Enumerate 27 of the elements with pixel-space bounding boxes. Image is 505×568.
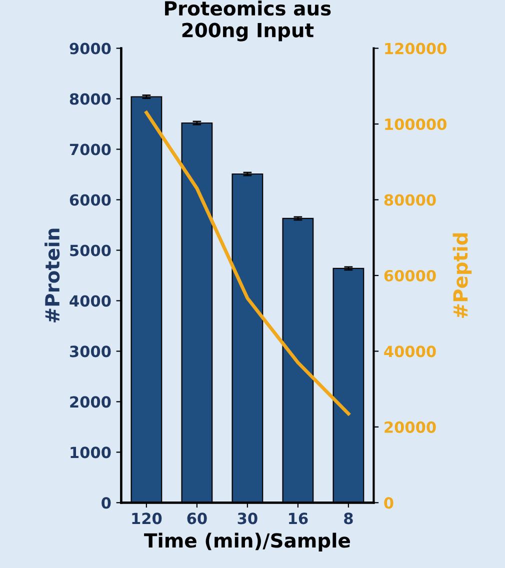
y2-tick-label: 120000 (385, 42, 446, 54)
y2-tick-label: 20000 (384, 421, 436, 433)
y2-tick-label: 80000 (384, 194, 436, 206)
y-tick-label: 0 (102, 497, 111, 509)
x-axis-title: Time (min)/Sample (144, 532, 350, 552)
y-tick-label: 3000 (70, 346, 111, 358)
x-tick-label: 60 (187, 512, 207, 524)
line-series (144, 110, 350, 416)
y2-tick-label: 100000 (385, 118, 446, 130)
y-tick-label: 7000 (70, 144, 111, 156)
y2-tick-label: 40000 (384, 346, 436, 358)
y-tick-label: 2000 (70, 396, 111, 408)
chart-title: Proteomics aus 200ng Input (165, 0, 331, 42)
x-tick-label: 120 (132, 512, 162, 524)
x-tick-label: 30 (238, 512, 258, 524)
y2-axis-title: #Peptid (452, 233, 472, 318)
y-tick-label: 9000 (70, 42, 111, 54)
y-tick-label: 6000 (70, 194, 111, 206)
x-tick-label: 8 (344, 512, 353, 524)
x-tick-label: 16 (289, 512, 308, 524)
y-axis-title: #Protein (44, 228, 60, 322)
y-tick-label: 4000 (70, 295, 111, 307)
y-tick-label: 5000 (70, 244, 111, 256)
y-tick-label: 8000 (70, 93, 111, 105)
y-tick-label: 1000 (70, 446, 111, 458)
y2-tick-label: 60000 (384, 270, 436, 282)
y2-tick-label: 0 (384, 497, 394, 509)
